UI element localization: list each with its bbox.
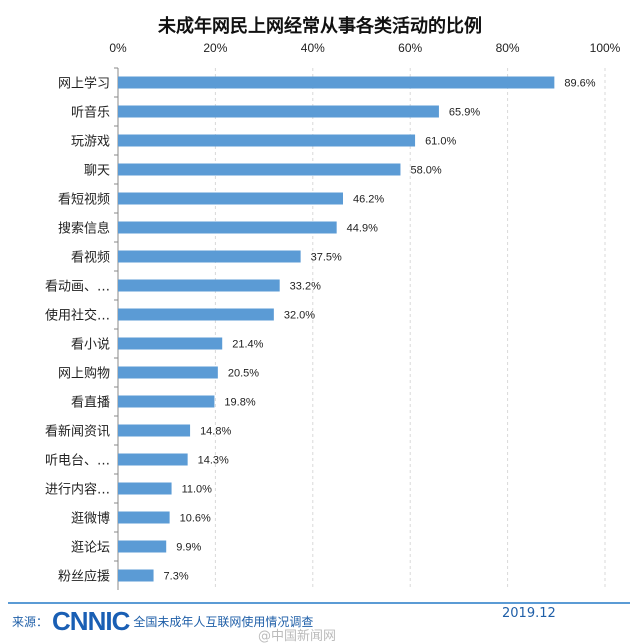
bar [118,395,215,408]
data-label: 44.9% [347,223,378,235]
footer-divider [8,602,630,604]
category-label: 逛论坛 [71,541,110,556]
bar [118,511,170,524]
date: 2019.12 [502,606,556,621]
category-label: 看小说 [71,337,110,353]
data-label: 33.2% [290,281,321,293]
category-label: 进行内容… [45,482,110,498]
category-label: 网上购物 [58,366,110,382]
data-label: 11.0% [182,484,213,496]
data-label: 46.2% [353,194,384,206]
category-label: 看视频 [71,250,110,266]
bar [118,279,280,292]
data-label: 58.0% [410,165,441,177]
plot-area: 0% 20% 40% 60% 80% 100% 网上学习 89.6% 听音乐 65.9% 玩游戏 61… [45,41,621,590]
data-label: 9.9% [176,542,201,554]
category-label: 听音乐 [71,105,110,121]
x-tick-label: 60% [398,41,422,55]
bar [118,337,223,350]
bar [118,308,274,321]
x-tick-label: 80% [496,41,520,55]
category-label: 玩游戏 [71,135,110,150]
x-tick-label: 0% [109,41,127,55]
data-label: 20.5% [228,368,259,380]
data-label: 65.9% [449,107,480,119]
chart-title: 未成年网民上网经常从事各类活动的比例 [158,16,482,37]
bar [118,366,218,379]
bar [118,221,337,234]
x-tick-label: 40% [301,41,325,55]
x-tick-label: 20% [203,41,227,55]
category-label: 看新闻资讯 [45,424,110,440]
bar [118,453,188,466]
data-label: 7.3% [164,571,189,583]
category-label: 聊天 [84,164,110,179]
bar [118,163,401,176]
bar [118,540,167,553]
data-label: 89.6% [564,78,595,90]
watermark: @中国新闻网 [258,629,337,643]
bar [118,250,301,263]
bar [118,105,439,118]
source: 来源： CNNIC 全国未成年人互联网使用情况调查 [12,606,313,637]
source-label: 来源： [12,615,49,629]
bar [118,424,191,437]
category-label: 使用社交… [45,308,110,324]
data-label: 14.3% [198,455,229,467]
source-text: 全国未成年人互联网使用情况调查 [133,615,314,629]
category-label: 粉丝应援 [58,569,110,585]
cnnic-logo: CNNIC [52,606,130,636]
data-label: 19.8% [224,397,255,409]
category-label: 看动画、… [45,279,110,295]
category-label: 网上学习 [58,76,110,92]
category-label: 逛微博 [71,512,110,527]
data-label: 37.5% [311,252,342,264]
data-label: 32.0% [284,310,315,322]
category-label: 看直播 [71,395,110,411]
data-label: 10.6% [180,513,211,525]
bar [118,569,154,582]
bar [118,134,416,147]
data-label: 21.4% [232,339,263,351]
x-tick-label: 100% [590,41,621,55]
bar [118,76,555,89]
category-label: 搜索信息 [58,221,110,237]
data-label: 14.8% [200,426,231,438]
category-label: 看短视频 [58,192,110,208]
bar [118,482,172,495]
category-label: 听电台、… [45,454,110,469]
data-label: 61.0% [425,136,456,148]
bar [118,192,343,205]
